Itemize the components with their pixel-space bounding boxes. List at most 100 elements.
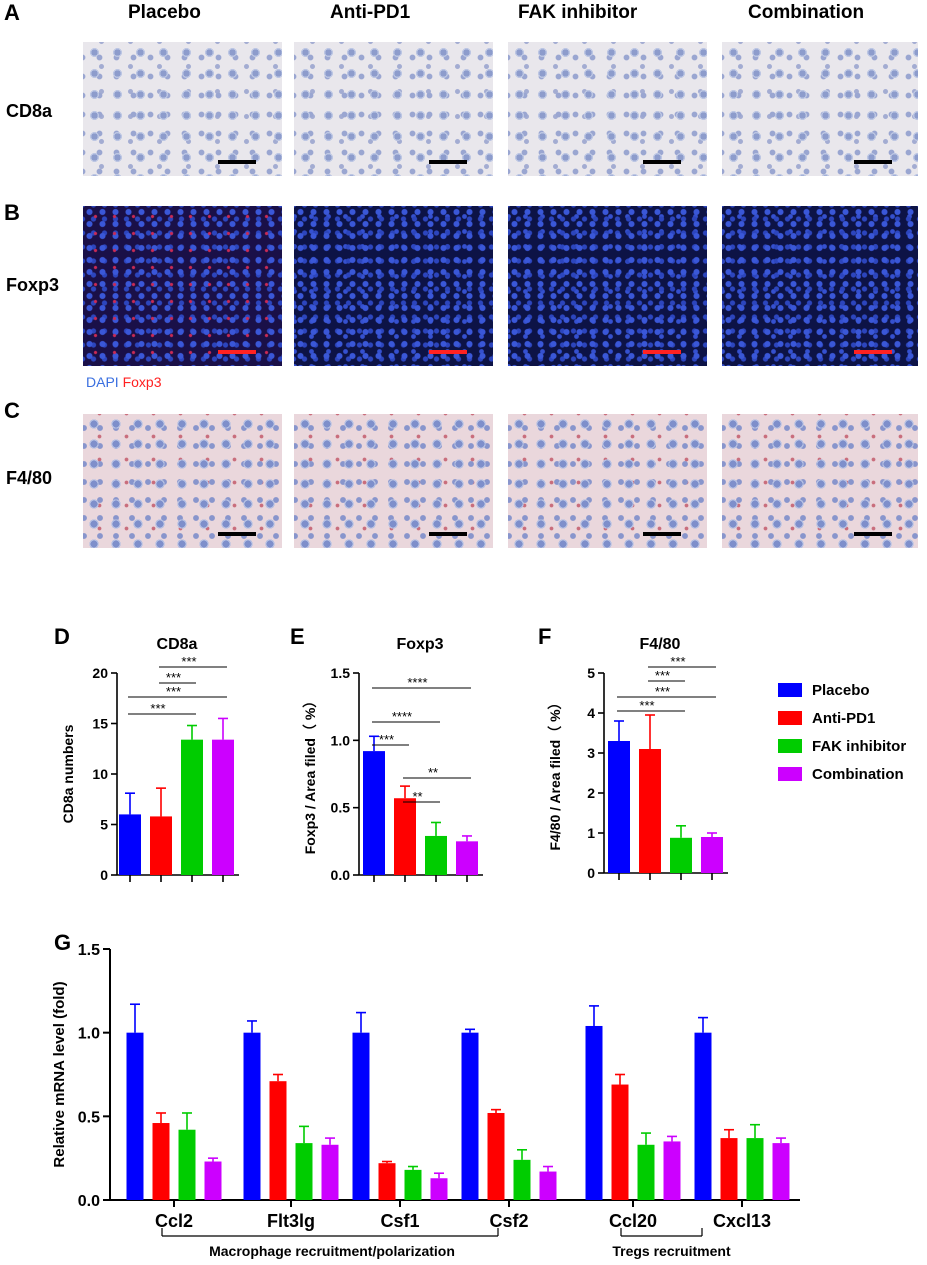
- chart-g-x-tick-label: Flt3lg: [267, 1211, 315, 1231]
- chart-g-bar-csf1-fak-inhibitor: [404, 1169, 422, 1200]
- chart-e-y-tick-label: 1.0: [331, 732, 351, 748]
- chart-f-y-tick-label: 1: [587, 825, 595, 841]
- micrograph-f480-fak-inhibitor: [508, 414, 707, 548]
- row-label-foxp3: Foxp3: [6, 275, 60, 295]
- column-header-combination: Combination: [748, 2, 865, 23]
- chart-g-bar-flt3lg-combination: [321, 1144, 339, 1200]
- row-label-cd8a: CD8a: [6, 101, 53, 121]
- micrograph-foxp3-anti-pd1: [294, 206, 493, 366]
- chart-d-y-tick-label: 10: [92, 766, 108, 782]
- column-header-anti-pd1: Anti-PD1: [330, 2, 411, 23]
- chart-g-bar-cxcl13-fak-inhibitor: [746, 1138, 764, 1200]
- stain-key: DAPI Foxp3: [86, 374, 162, 390]
- scale-bar: [218, 532, 256, 536]
- chart-e-y-tick-label: 0.5: [331, 800, 351, 816]
- chart-e-bar-combination: [456, 841, 478, 875]
- chart-d-bar-anti-pd1: [150, 816, 172, 875]
- chart-f-y-tick-label: 4: [587, 705, 595, 721]
- chart-g-bar-ccl2-combination: [204, 1161, 222, 1200]
- chart-d-y-tick-label: 5: [100, 817, 108, 833]
- chart-g-y-tick-label: 1.0: [78, 1026, 100, 1043]
- chart-e-y-label: Foxp3 / Area filed（ %）: [302, 694, 318, 855]
- scale-bar: [218, 160, 256, 164]
- chart-f-y-tick-label: 0: [587, 865, 595, 881]
- chart-d-title: CD8a: [157, 636, 198, 653]
- chart-g-y-tick-label: 0.0: [78, 1193, 100, 1210]
- chart-f-y-tick-label: 3: [587, 745, 595, 761]
- micrograph-cd8a-placebo: [83, 42, 282, 176]
- legend-label: Anti-PD1: [812, 709, 876, 727]
- legend-label: Combination: [812, 765, 904, 783]
- chart-g-y-label: Relative mRNA level (fold): [51, 981, 68, 1167]
- panel-label-a: A: [4, 0, 20, 25]
- panel-label-b: B: [4, 200, 20, 225]
- chart-f-significance-label: ***: [655, 668, 670, 683]
- legend-label: FAK inhibitor: [812, 737, 907, 755]
- chart-f-bar-combination: [701, 837, 723, 873]
- chart-f-y-tick-label: 2: [587, 785, 595, 801]
- chart-g-bar-cxcl13-placebo: [694, 1032, 712, 1200]
- scale-bar: [429, 532, 467, 536]
- chart-g-bar-csf1-anti-pd1: [378, 1163, 396, 1200]
- legend-item-anti-pd1: Anti-PD1: [778, 704, 906, 732]
- chart-e-bar-fak-inhibitor: [425, 835, 447, 875]
- chart-d-bar-combination: [212, 739, 234, 875]
- column-header-fak-inhibitor: FAK inhibitor: [518, 2, 638, 23]
- chart-d-y-tick-label: 0: [100, 867, 108, 883]
- chart-g-bar-ccl20-combination: [663, 1141, 681, 1200]
- chart-e-significance-label: **: [412, 789, 422, 804]
- chart-d-bar-fak-inhibitor: [181, 739, 203, 875]
- micrograph-cd8a-fak-inhibitor: [508, 42, 707, 176]
- chart-g-bar-flt3lg-anti-pd1: [269, 1081, 287, 1200]
- chart-g-bracket-label: Tregs recruitment: [612, 1243, 731, 1259]
- legend-label: Placebo: [812, 681, 870, 699]
- chart-g-bar-ccl20-fak-inhibitor: [637, 1144, 655, 1200]
- scale-bar: [218, 350, 256, 354]
- chart-d-significance-label: ***: [150, 701, 165, 716]
- micrograph-foxp3-fak-inhibitor: [508, 206, 707, 366]
- column-header-placebo: Placebo: [128, 2, 201, 23]
- chart-f-bar-fak-inhibitor: [670, 837, 692, 873]
- chart-f-significance-label: ***: [655, 684, 670, 699]
- chart-e-y-tick-label: 0.0: [331, 867, 351, 883]
- chart-g-bar-cxcl13-anti-pd1: [720, 1138, 738, 1200]
- micrograph-f480-anti-pd1: [294, 414, 493, 548]
- chart-g-x-tick-label: Ccl2: [155, 1211, 193, 1231]
- legend-swatch: [778, 739, 802, 753]
- chart-e-title: Foxp3: [396, 636, 443, 653]
- chart-g-bar-flt3lg-placebo: [243, 1032, 261, 1200]
- chart-e-bar-placebo: [363, 751, 385, 875]
- scale-bar: [643, 350, 681, 354]
- chart-f-significance-label: ***: [639, 698, 654, 713]
- chart-g-bar-flt3lg-fak-inhibitor: [295, 1143, 313, 1200]
- chart-g-bar-csf2-combination: [539, 1171, 557, 1200]
- micrograph-cd8a-anti-pd1: [294, 42, 493, 176]
- chart-g-bar-csf1-combination: [430, 1178, 448, 1200]
- chart-f-y-tick-label: 5: [587, 665, 595, 681]
- stain-key-foxp3: Foxp3: [122, 374, 162, 390]
- chart-d-significance-label: ***: [166, 684, 181, 699]
- chart-d-significance-label: ***: [181, 654, 196, 669]
- chart-g-bar-csf2-anti-pd1: [487, 1112, 505, 1200]
- micrograph-f480-combination: [722, 414, 918, 548]
- chart-g-bar-csf1-placebo: [352, 1032, 370, 1200]
- chart-f-bar-placebo: [608, 741, 630, 873]
- chart-d-y-tick-label: 20: [92, 665, 108, 681]
- scale-bar: [854, 532, 892, 536]
- chart-d-y-tick-label: 15: [92, 716, 108, 732]
- chart-f-y-label: F4/80 / Area filed（ %）: [547, 695, 563, 850]
- chart-g-bar-csf2-placebo: [461, 1032, 479, 1200]
- chart-d-y-label: CD8a numbers: [60, 724, 76, 823]
- panel-label-c: C: [4, 398, 20, 423]
- chart-g-y-tick-label: 0.5: [78, 1109, 100, 1126]
- chart-g-bar-ccl2-anti-pd1: [152, 1123, 170, 1200]
- panel-label-f: F: [538, 624, 552, 649]
- chart-f-significance-label: ***: [670, 654, 685, 669]
- chart-g-x-tick-label: Ccl20: [609, 1211, 657, 1231]
- scale-bar: [854, 350, 892, 354]
- micrograph-cd8a-combination: [722, 42, 918, 176]
- chart-f-bar-anti-pd1: [639, 749, 661, 873]
- chart-g-y-tick-label: 1.5: [78, 942, 100, 959]
- chart-g-bar-csf2-fak-inhibitor: [513, 1159, 531, 1200]
